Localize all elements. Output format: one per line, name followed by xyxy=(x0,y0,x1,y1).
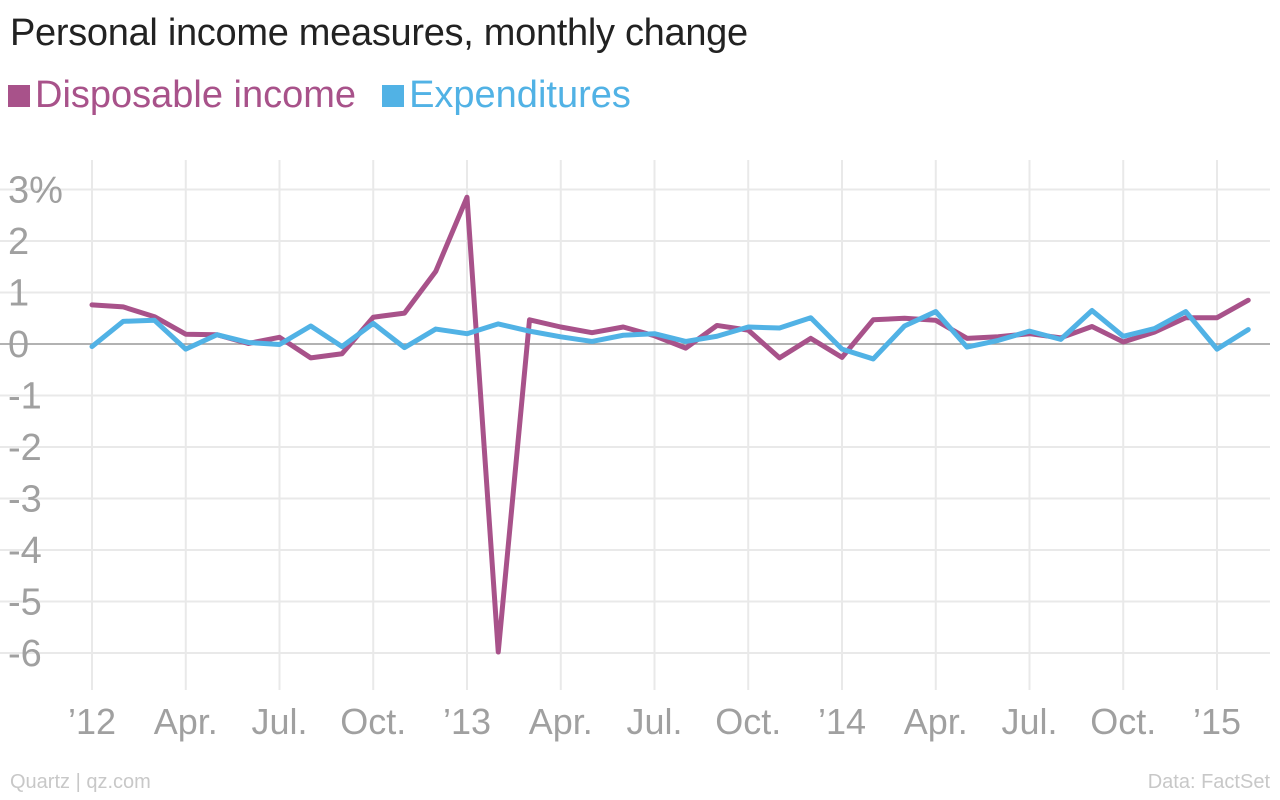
y-tick-label: -3 xyxy=(8,479,42,521)
y-tick-label: 2 xyxy=(8,221,29,263)
x-tick-label: Apr. xyxy=(529,701,593,742)
x-tick-label: Jul. xyxy=(626,701,682,742)
legend: Disposable income Expenditures xyxy=(8,74,657,117)
legend-swatch-expenditures xyxy=(382,84,405,107)
legend-label-disposable-income: Disposable income xyxy=(35,74,357,116)
x-tick-label: Oct. xyxy=(715,701,781,742)
footer-credit: Quartz | qz.com xyxy=(10,771,151,793)
x-tick-label: ’15 xyxy=(1193,701,1241,742)
chart-title: Personal income measures, monthly change xyxy=(10,12,748,54)
x-tick-label: ’12 xyxy=(68,701,116,742)
x-tick-label: Oct. xyxy=(1090,701,1156,742)
y-tick-label: 3% xyxy=(8,170,63,212)
legend-item-disposable-income: Disposable income xyxy=(8,74,356,117)
y-tick-label: -4 xyxy=(8,530,42,572)
y-tick-label: -2 xyxy=(8,427,42,469)
series-lines xyxy=(89,194,1251,655)
y-tick-label: -6 xyxy=(8,633,42,675)
x-tick-label: Jul. xyxy=(251,701,307,742)
x-tick-label: ’13 xyxy=(443,701,491,742)
x-axis-tick-labels: ’12 Apr. Jul. Oct. ’13 Apr. Jul. Oct. ’14 Apr. Jul… xyxy=(68,701,1241,742)
x-tick-label: Oct. xyxy=(340,701,406,742)
series-line-expenditures xyxy=(89,308,1251,362)
legend-item-expenditures: Expenditures xyxy=(382,74,631,117)
x-tick-label: Apr. xyxy=(154,701,218,742)
x-tick-label: ’14 xyxy=(818,701,866,742)
y-tick-label: -5 xyxy=(8,582,42,624)
series-line-disposable-income xyxy=(89,194,1251,655)
footer-source: Data: FactSet xyxy=(1147,771,1270,793)
x-tick-label: Jul. xyxy=(1001,701,1057,742)
y-tick-label: 0 xyxy=(8,324,29,366)
y-tick-label: 1 xyxy=(8,273,29,315)
legend-label-expenditures: Expenditures xyxy=(409,74,631,116)
y-axis-tick-labels: 3% 2 1 0 -1 -2 -3 -4 -5 -6 xyxy=(8,170,63,676)
x-tick-label: Apr. xyxy=(904,701,968,742)
legend-swatch-disposable-income xyxy=(8,84,30,107)
y-tick-label: -1 xyxy=(8,376,42,418)
gridlines xyxy=(0,160,1270,690)
